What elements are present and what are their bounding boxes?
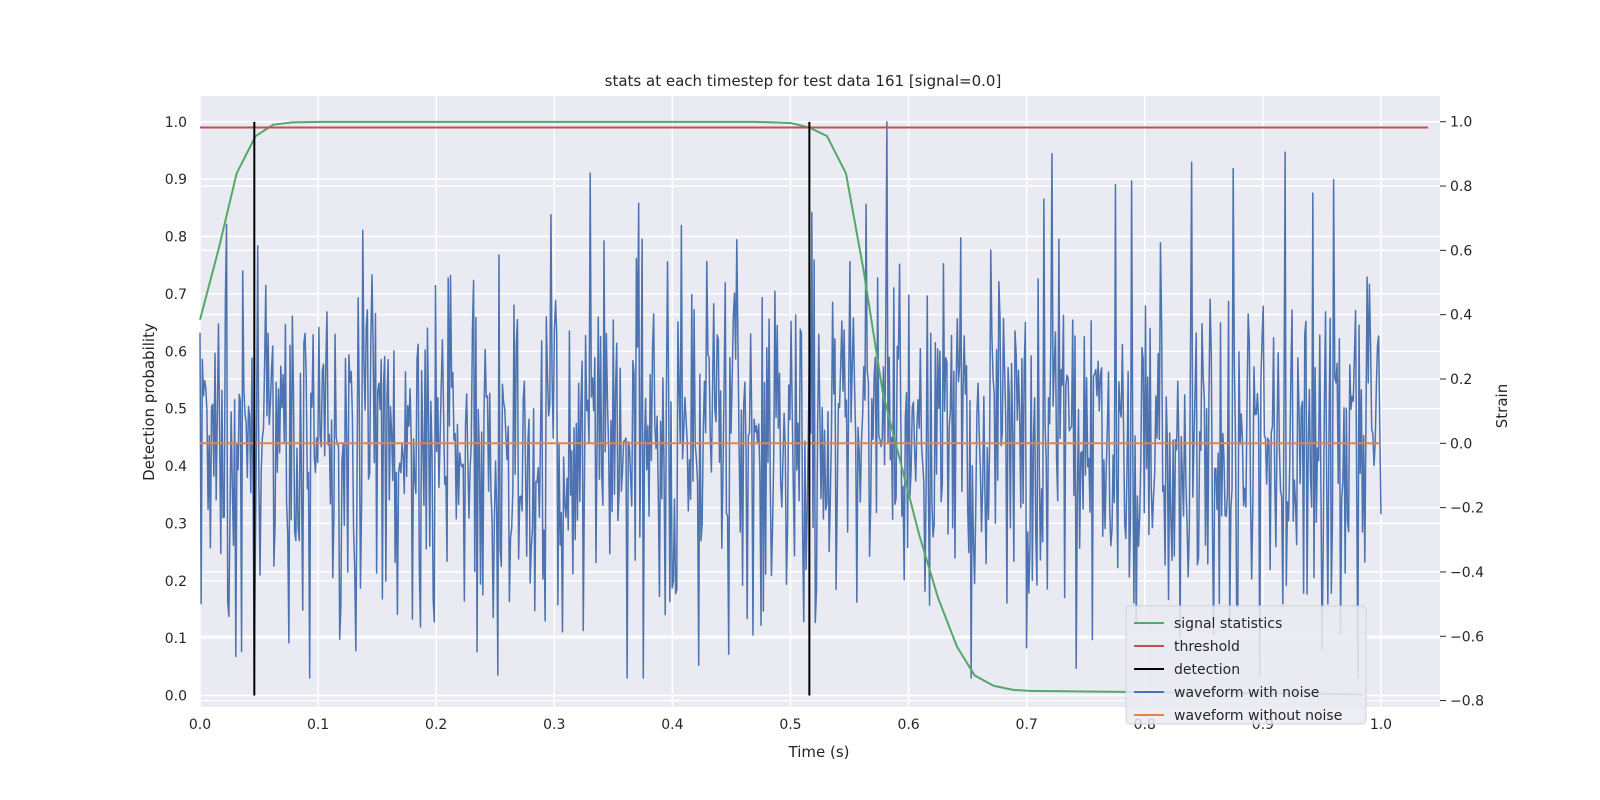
y-tick-label: 0.6 (165, 344, 187, 360)
y2-tick-label: −0.6 (1450, 629, 1484, 645)
y-tick-label: 0.3 (165, 516, 187, 532)
x-tick-label: 0.5 (779, 717, 801, 733)
x-tick-label: 0.4 (661, 717, 683, 733)
y-tick-label: 0.1 (165, 631, 187, 647)
series-signal-statistics (199, 120, 1363, 696)
legend-label: signal statistics (1174, 616, 1282, 632)
y-tick-label: 0.9 (165, 172, 187, 188)
y-tick-label: 0.2 (165, 574, 187, 590)
x-tick-label: 0.1 (307, 717, 329, 733)
y2-tick-label: 0.6 (1450, 243, 1472, 259)
legend-label: waveform without noise (1174, 708, 1342, 724)
series-layer (199, 120, 1429, 696)
y2-axis-label: Strain (1493, 384, 1511, 428)
y-axis-label: Detection probability (140, 323, 158, 481)
y2-tick-label: −0.2 (1450, 501, 1484, 517)
x-axis-label: Time (s) (788, 743, 850, 761)
left-axis: 0.0 0.1 0.2 0.3 0.4 0.5 0.6 0.7 0.8 0.9 1.0 (165, 115, 187, 705)
y2-tick-label: 0.0 (1450, 436, 1472, 452)
legend-box (1125, 605, 1367, 725)
chart-title: stats at each timestep for test data 161… (605, 72, 1002, 90)
y-tick-label: 0.7 (165, 287, 187, 303)
legend-label: threshold (1174, 639, 1240, 655)
x-tick-label: 0.3 (543, 717, 565, 733)
y2-tick-label: 0.4 (1450, 308, 1472, 324)
x-tick-label: 0.6 (897, 717, 919, 733)
y-tick-label: 0.5 (165, 402, 187, 418)
right-axis: −0.8 −0.6 −0.4 −0.2 0.0 0.2 0.4 0.6 0.8 1.0 (1440, 115, 1484, 710)
legend-label: detection (1174, 662, 1240, 678)
series-waveform-with-noise (199, 120, 1382, 679)
legend-label: waveform with noise (1174, 685, 1319, 701)
y-tick-label: 0.0 (165, 689, 187, 705)
y2-tick-label: 1.0 (1450, 115, 1472, 131)
y-tick-label: 0.4 (165, 459, 187, 475)
y2-tick-label: −0.4 (1450, 565, 1484, 581)
legend: signal statistics threshold detection wavef… (1125, 605, 1367, 725)
y-tick-label: 1.0 (165, 115, 187, 131)
y-tick-label: 0.8 (165, 230, 187, 246)
x-tick-label: 0.0 (189, 717, 211, 733)
x-tick-label: 1.0 (1370, 717, 1392, 733)
y2-tick-label: −0.8 (1450, 694, 1484, 710)
y2-tick-label: 0.8 (1450, 179, 1472, 195)
y2-tick-label: 0.2 (1450, 372, 1472, 388)
x-tick-label: 0.2 (425, 717, 447, 733)
x-tick-label: 0.7 (1016, 717, 1038, 733)
